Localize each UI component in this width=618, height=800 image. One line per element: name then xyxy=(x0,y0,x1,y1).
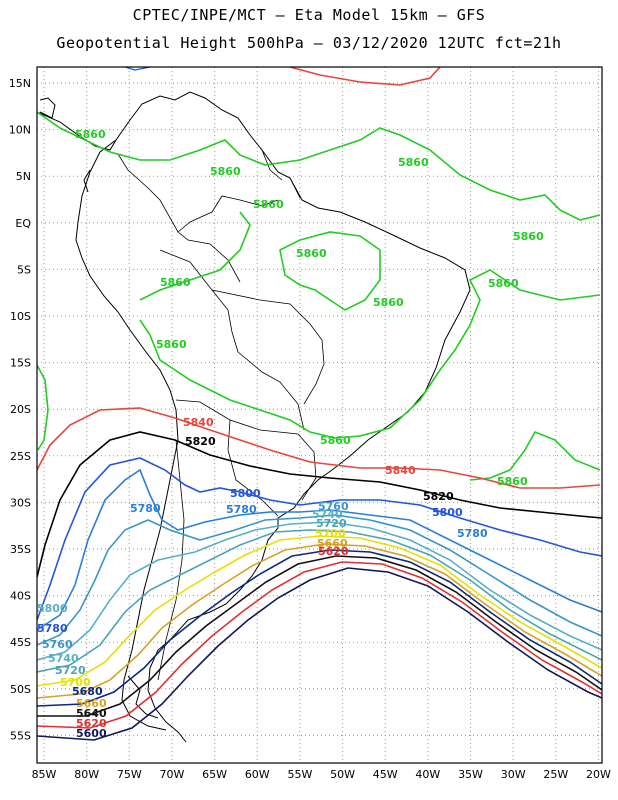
height-contours xyxy=(37,67,602,741)
label-5780: 5780 xyxy=(457,527,488,540)
latitude-tick-label: 30S xyxy=(10,496,31,509)
contour-5840 xyxy=(37,407,601,489)
contour-5620 xyxy=(37,561,602,729)
label-5860: 5860 xyxy=(488,277,519,290)
contour-5640 xyxy=(37,555,602,717)
label-5840: 5840 xyxy=(183,416,214,429)
label-5720: 5720 xyxy=(316,517,347,530)
label-5840: 5840 xyxy=(385,464,416,477)
latitude-tick-label: 55S xyxy=(10,729,31,742)
label-5760: 5760 xyxy=(42,638,73,651)
label-5820: 5820 xyxy=(185,435,216,448)
latitude-tick-label: 15S xyxy=(10,357,31,370)
latitude-tick-label: 10S xyxy=(10,310,31,323)
label-5800: 5800 xyxy=(230,487,261,500)
longitude-tick-label: 85W xyxy=(32,768,57,781)
chart-title-line2: Geopotential Height 500hPa – 03/12/2020 … xyxy=(56,34,562,52)
longitude-tick-label: 30W xyxy=(501,768,526,781)
contour-5860-pacific xyxy=(37,364,49,451)
contour-5700 xyxy=(37,535,602,687)
latitude-tick-label: 50S xyxy=(10,683,31,696)
contour-5860-inner xyxy=(279,231,381,311)
longitude-labels: 85W 80W 75W 70W 65W 60W 55W 50W 45W 40W 35W 30W 25W 2… xyxy=(32,768,611,781)
label-5660: 5660 xyxy=(76,697,107,710)
label-5780: 5780 xyxy=(130,502,161,515)
label-5860: 5860 xyxy=(75,128,106,141)
contour-5860-west xyxy=(139,211,251,301)
label-5600: 5600 xyxy=(76,727,107,740)
graticule xyxy=(37,67,602,763)
label-5860: 5860 xyxy=(156,338,187,351)
contour-5860-south xyxy=(139,269,601,439)
latitude-tick-label: 20S xyxy=(10,403,31,416)
label-5680: 5680 xyxy=(72,685,103,698)
longitude-tick-label: 20W xyxy=(586,768,611,781)
label-5860: 5860 xyxy=(296,247,327,260)
contour-5600 xyxy=(37,567,602,741)
contour-5760 xyxy=(37,514,602,646)
map-frame xyxy=(36,66,603,764)
label-5760: 5760 xyxy=(318,500,349,513)
label-5620: 5620 xyxy=(76,717,107,730)
label-5860: 5860 xyxy=(253,198,284,211)
latitude-tick-label: 45S xyxy=(10,636,31,649)
label-5860: 5860 xyxy=(398,156,429,169)
longitude-tick-label: 55W xyxy=(287,768,312,781)
contour-5820-top xyxy=(124,67,151,71)
label-5740: 5740 xyxy=(48,652,79,665)
contour-5800 xyxy=(37,457,602,621)
contour-5680 xyxy=(37,543,602,699)
longitude-tick-label: 40W xyxy=(415,768,440,781)
chart-title-line1: CPTEC/INPE/MCT – Eta Model 15km – GFS xyxy=(132,6,486,24)
latitude-tick-label: EQ xyxy=(15,217,31,230)
label-5780: 5780 xyxy=(226,503,257,516)
longitude-tick-label: 80W xyxy=(74,768,99,781)
latitude-tick-label: 5S xyxy=(17,263,31,276)
label-5660: 5660 xyxy=(317,537,348,550)
contour-5820 xyxy=(37,431,602,578)
label-5740: 5740 xyxy=(312,508,343,521)
label-5860: 5860 xyxy=(513,230,544,243)
label-5780: 5780 xyxy=(37,622,68,635)
label-5700: 5700 xyxy=(60,676,91,689)
country-borders xyxy=(117,149,325,681)
contour-5720 xyxy=(37,529,602,673)
longitude-tick-label: 35W xyxy=(458,768,483,781)
label-5800: 5800 xyxy=(432,506,463,519)
contour-labels: 5860 5860 5860 5860 5860 5860 5860 5860 … xyxy=(37,128,544,740)
contour-5660 xyxy=(37,549,602,707)
latitude-tick-label: 5N xyxy=(16,170,31,183)
longitude-tick-label: 65W xyxy=(202,768,227,781)
label-5860: 5860 xyxy=(497,475,528,488)
latitude-labels: 15N 10N 5N EQ 5S 10S 15S 20S 25S 30S 35S 40S 45S 50S 5… xyxy=(9,77,32,742)
label-5720: 5720 xyxy=(55,664,86,677)
label-5640: 5640 xyxy=(76,707,107,720)
longitude-tick-label: 60W xyxy=(245,768,270,781)
label-5860: 5860 xyxy=(320,434,351,447)
contour-5780 xyxy=(37,468,602,631)
longitude-tick-label: 75W xyxy=(117,768,142,781)
label-5800: 5800 xyxy=(37,602,68,615)
contour-5740 xyxy=(37,521,602,661)
latitude-tick-label: 10N xyxy=(9,124,31,137)
label-5860: 5860 xyxy=(210,165,241,178)
contour-5860-atlantic xyxy=(469,430,601,481)
label-5700: 5700 xyxy=(315,527,346,540)
latitude-tick-label: 15N xyxy=(9,77,31,90)
latitude-tick-label: 25S xyxy=(10,450,31,463)
longitude-tick-label: 45W xyxy=(373,768,398,781)
label-5820: 5820 xyxy=(423,490,454,503)
latitude-tick-label: 35S xyxy=(10,543,31,556)
label-5620: 5620 xyxy=(318,545,349,558)
longitude-tick-label: 70W xyxy=(160,768,185,781)
contour-5860-north xyxy=(37,111,601,221)
label-5860: 5860 xyxy=(160,276,191,289)
longitude-tick-label: 25W xyxy=(543,768,568,781)
contour-5840-top xyxy=(289,67,441,86)
coastline xyxy=(37,91,471,743)
longitude-tick-label: 50W xyxy=(330,768,355,781)
label-5860: 5860 xyxy=(373,296,404,309)
latitude-tick-label: 40S xyxy=(10,590,31,603)
